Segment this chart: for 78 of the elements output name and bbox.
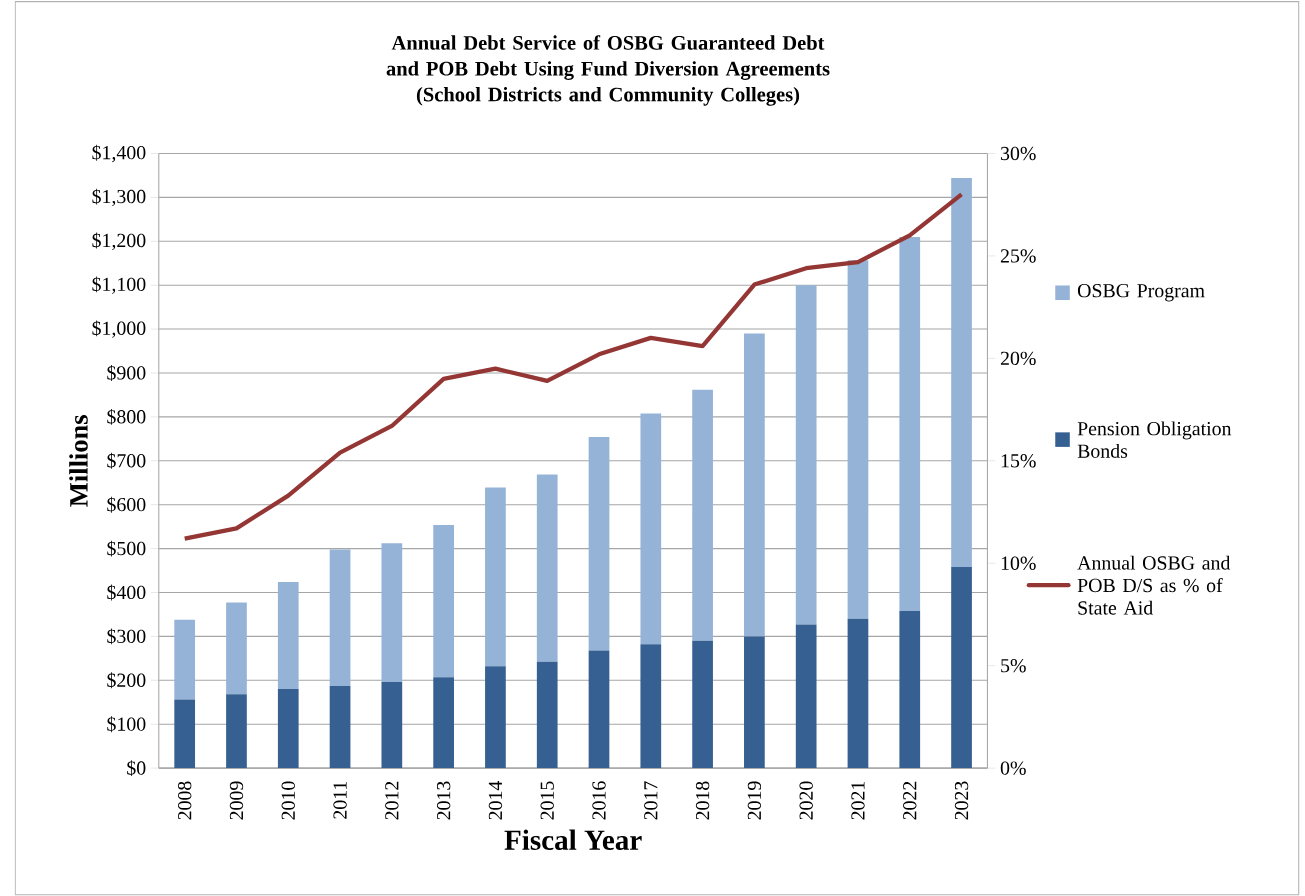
y-tick-label: $700 [107,452,146,469]
bar [174,619,196,700]
x-tick-label: 2012 [385,781,399,820]
bar [174,699,196,769]
x-tick-label: 2022 [903,781,917,820]
x-tick-label: 2014 [488,780,503,820]
legend-label: Pension Obligation Bonds [1077,421,1232,458]
y2-tick-label: 15% [1001,454,1036,468]
bar [329,685,351,769]
y2-tick-label: 0% [1000,761,1026,775]
bar [640,413,662,645]
bar [485,487,506,667]
bar [640,644,662,769]
y2-tick-label: 10% [1001,556,1036,570]
x-tick-label: 2013 [436,781,451,820]
x-tick-label: 2009 [229,781,244,820]
bar [692,640,713,769]
y-tick-label: $1,100 [92,276,146,294]
x-tick-label: 2011 [333,781,347,819]
bar [795,285,817,625]
y2-tick-label: 20% [1000,351,1036,366]
bar [536,661,558,769]
y-tick-label: $400 [107,584,146,601]
bar [226,694,247,769]
bar [744,636,765,769]
bar [847,260,869,619]
x-tick-label: 2018 [695,781,710,820]
y-tick-label: $300 [107,628,146,645]
x-tick-label: 2016 [592,781,606,820]
bar [588,437,610,651]
chart-subtitle: (School Districts and Community Colleges) [416,86,800,106]
y-tick-label: $800 [107,408,146,425]
bar [433,677,454,769]
bar [433,524,454,678]
y-tick-label: $1,300 [92,188,146,207]
y2-tick-label: 30% [1001,146,1036,161]
x-tick-label: 2021 [851,781,865,820]
y-tick-label: $900 [107,365,146,381]
y-tick-label: $1,400 [92,144,146,163]
bar [795,624,817,769]
line-series [182,192,964,541]
bar [744,333,765,637]
x-tick-label: 2019 [747,781,762,820]
x-axis-title: Fiscal Year [504,829,642,850]
y2-tick-label: 25% [1000,249,1036,263]
x-tick-label: 2017 [644,781,658,820]
bar [692,389,713,641]
bar [277,581,299,690]
y-tick-label: $500 [107,540,146,557]
bar [329,549,351,686]
x-tick-label: 2023 [954,781,969,820]
bar [899,610,921,769]
y-tick-label: $1,000 [92,320,146,338]
bar [588,650,610,769]
x-tick-label: 2015 [540,781,554,820]
legend-label: Annual OSBG and POB D/S as % of State Aid [1077,555,1231,615]
y-tick-label: $100 [107,716,146,733]
x-tick-label: 2008 [177,781,192,820]
legend-label: OSBG Program [1077,283,1205,302]
y-axis-title: Millions [69,415,88,507]
bar [277,689,299,769]
x-tick-label: 2020 [799,781,813,820]
bar [381,543,403,682]
bar [381,682,403,769]
bar [226,602,247,695]
bar [536,474,558,662]
bar [951,566,972,769]
y-tick-label: $0 [127,760,146,776]
chart-title: Annual Debt Service of OSBG Guaranteed Debt and POB Debt Using Fund Diversion Agreements [386,35,830,80]
y-tick-label: $600 [107,496,146,513]
y-tick-label: $1,200 [92,232,146,250]
bar [847,618,869,769]
x-tick-label: 2010 [281,781,295,820]
bar [899,236,921,611]
bar [485,666,506,769]
y2-tick-label: 5% [1001,658,1026,673]
y-tick-label: $200 [107,672,146,689]
bar [951,178,972,567]
